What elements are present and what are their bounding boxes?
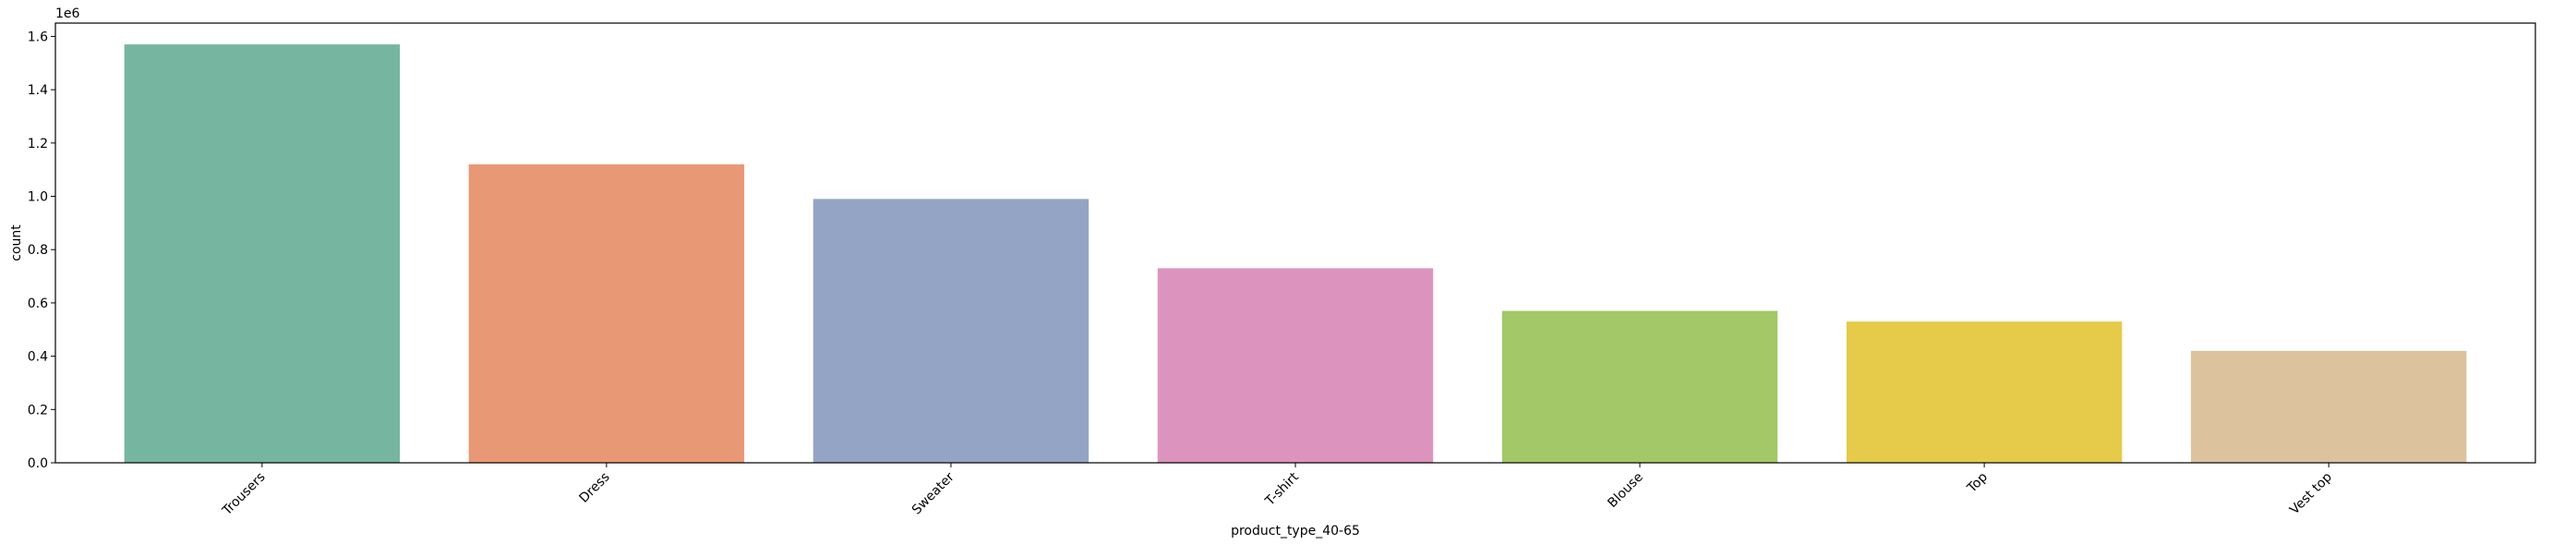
x-axis-title: product_type_40-65 (1231, 524, 1360, 539)
y-tick-label: 0.4 (28, 350, 48, 365)
y-axis: 0.0 0.2 0.4 0.6 0.8 1.0 1.2 1.4 1.6 (28, 30, 55, 471)
y-tick-label: 1.2 (28, 137, 48, 151)
y-tick-label: 0.2 (28, 403, 48, 418)
y-tick-label: 1.6 (28, 30, 48, 44)
x-axis: Trousers Dress Sweater T-shirt Blouse Top Vest… (219, 463, 2335, 519)
x-tick-label: T-shirt (1262, 469, 1302, 509)
x-tick-label: Trousers (219, 470, 268, 519)
bar-trousers (124, 44, 401, 463)
x-tick-label: Blouse (1605, 470, 1645, 511)
y-tick-label: 1.4 (28, 83, 48, 98)
bar-top (1846, 321, 2123, 463)
x-tick-label: Dress (577, 470, 613, 506)
x-tick-label: Vest top (2287, 469, 2335, 517)
bars-group (124, 44, 2467, 463)
bar-t-shirt (1157, 268, 1434, 463)
y-axis-title: count (9, 224, 24, 261)
x-tick-label: Sweater (909, 469, 957, 517)
bar-dress (468, 164, 745, 463)
y-tick-label: 0.0 (28, 456, 48, 471)
y-offset-label: 1e6 (55, 6, 80, 21)
plot-area: 0.0 0.2 0.4 0.6 0.8 1.0 1.2 1.4 1.6 Trousers Dres… (28, 22, 2536, 519)
bar-vest-top (2190, 350, 2467, 463)
y-tick-label: 0.8 (28, 243, 48, 258)
bar-blouse (1501, 310, 1778, 463)
x-tick-label: Top (1964, 469, 1991, 496)
bar-sweater (813, 199, 1089, 463)
y-tick-label: 1.0 (28, 190, 48, 205)
y-tick-label: 0.6 (28, 297, 48, 311)
